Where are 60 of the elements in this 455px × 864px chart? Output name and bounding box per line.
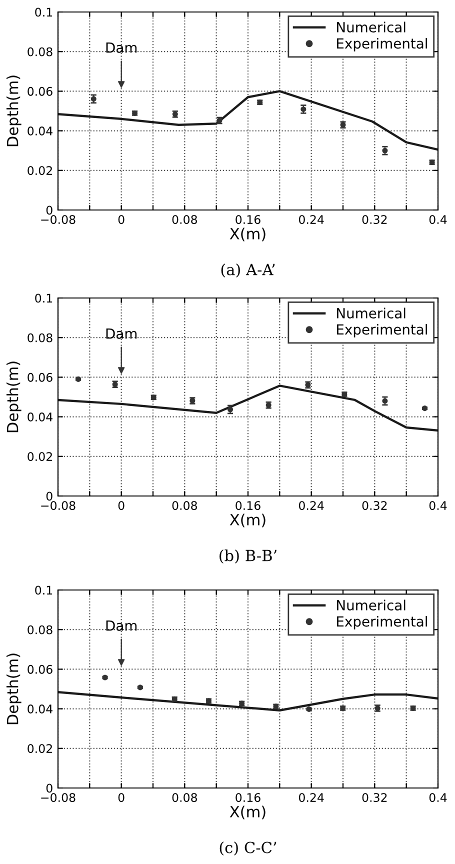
x-tick-label: 0 (118, 215, 124, 224)
x-tick-label: −0.08 (41, 501, 76, 510)
y-tick-label: 0.06 (28, 86, 52, 96)
x-tick-label: 0.4 (429, 793, 447, 802)
x-axis-title: X(m) (230, 228, 266, 242)
x-tick-label: 0 (118, 793, 124, 802)
x-tick-label: 0.24 (298, 501, 324, 510)
y-tick-label: 0.02 (28, 166, 52, 176)
x-tick-label: 0.32 (362, 793, 387, 802)
annotation: Dam (106, 42, 137, 53)
legend-label: Numerical (337, 600, 406, 610)
y-tick-label: 0.04 (28, 704, 52, 714)
x-tick-label: 0.16 (236, 215, 260, 224)
x-tick-label: 0.08 (172, 793, 197, 802)
annotation: Dam (106, 620, 137, 631)
y-tick-label: 0.1 (35, 586, 52, 595)
x-tick-label: 0.08 (172, 215, 197, 224)
legend-label: Numerical (337, 22, 406, 32)
x-tick-label: 0.24 (298, 793, 324, 802)
x-axis-title: X(m) (230, 806, 266, 820)
annotation: Dam (106, 328, 137, 339)
x-tick-label: 0.32 (362, 501, 387, 510)
line-series (58, 691, 438, 712)
y-tick-label: 0.08 (28, 333, 52, 342)
y-tick-label: 0.08 (28, 625, 52, 634)
y-tick-label: 0.04 (28, 126, 52, 136)
x-tick-label: −0.08 (41, 793, 76, 802)
x-tick-label: 0.16 (236, 501, 260, 510)
y-tick-label: 0 (46, 492, 52, 501)
x-axis-title: X(m) (230, 514, 266, 528)
text: (b) B-B’ (220, 549, 276, 564)
x-tick-label: 0.4 (429, 501, 447, 510)
x-tick-label: 0.4 (429, 215, 447, 224)
line-series (58, 384, 438, 432)
y-axis-title: Depth(m) (6, 362, 22, 432)
y-axis-title: Depth(m) (6, 654, 22, 724)
text: (a) A-A’ (221, 263, 275, 278)
y-tick-label: 0.02 (28, 452, 52, 462)
y-tick-label: 0.04 (28, 412, 52, 422)
x-tick-label: 0.08 (172, 501, 197, 510)
y-axis-title: Depth(m) (6, 76, 22, 146)
x-tick-label: 0.16 (236, 793, 260, 802)
x-tick-label: 0.32 (362, 215, 387, 224)
legend-label: Experimental (337, 616, 427, 630)
y-tick-label: 0 (46, 206, 52, 215)
y-tick-label: 0.06 (28, 664, 52, 674)
x-tick-label: −0.08 (41, 215, 76, 224)
y-tick-label: 0.08 (28, 47, 52, 56)
x-tick-label: 0.24 (298, 215, 324, 224)
legend-label: Numerical (337, 308, 406, 318)
y-tick-label: 0 (46, 784, 52, 793)
legend-label: Experimental (337, 324, 427, 338)
y-tick-label: 0.02 (28, 744, 52, 754)
y-tick-label: 0.06 (28, 372, 52, 382)
line-series (58, 90, 438, 151)
legend-label: Experimental (337, 38, 427, 52)
y-tick-label: 0.1 (35, 294, 52, 303)
text: (c) C-C’ (220, 841, 276, 856)
y-tick-label: 0.1 (35, 8, 52, 17)
x-tick-label: 0 (118, 501, 124, 510)
